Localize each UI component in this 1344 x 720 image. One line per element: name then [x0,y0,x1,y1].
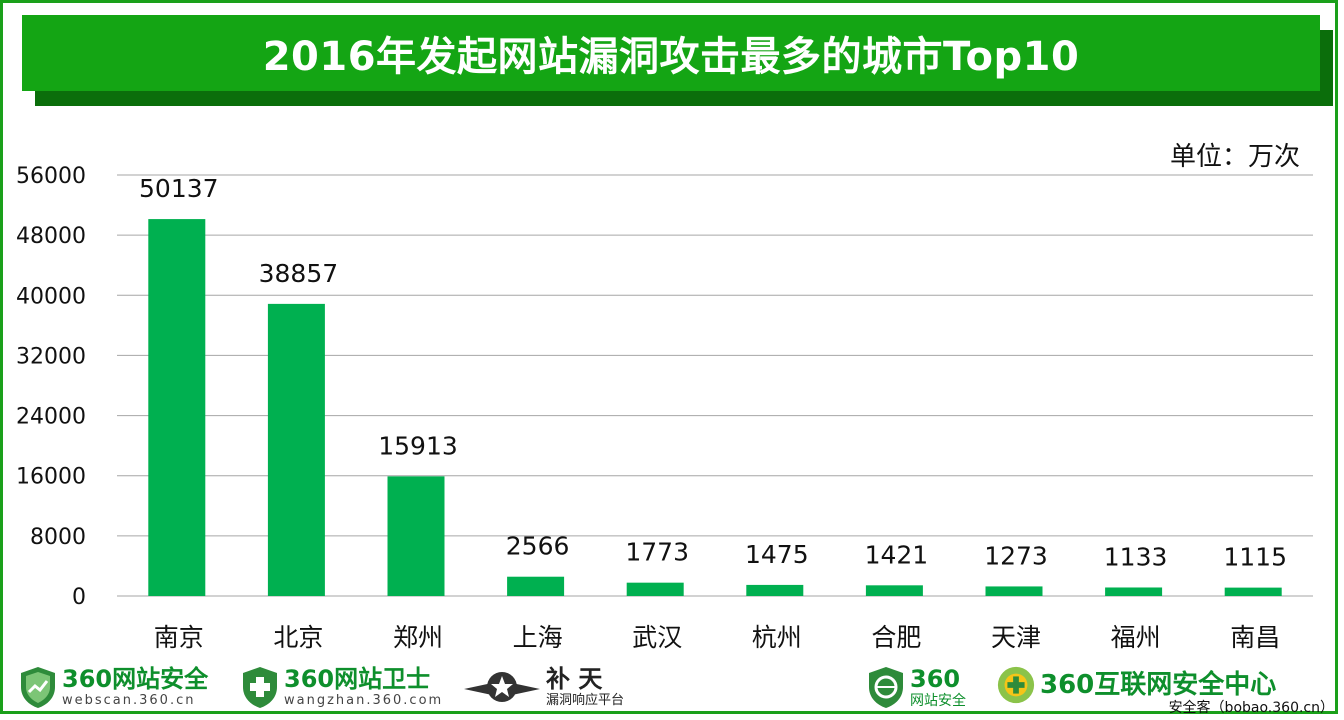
bar [985,586,1043,596]
x-tick-label: 福州 [1111,623,1161,652]
bar [507,576,565,596]
chart-title: 2016年发起网站漏洞攻击最多的城市Top10 [262,34,1080,80]
logo-360-internet-security-center: 360互联网安全中心 [996,664,1276,706]
x-tick-label: 杭州 [752,623,802,652]
y-tick-label: 8000 [30,525,86,550]
logo-360-webscan: 360网站安全 webscan.360.cn [18,666,208,708]
x-tick-label: 郑州 [393,623,443,652]
bar [626,582,684,596]
footer-logos: 360网站安全 webscan.360.cn 360网站卫士 wangzhan.… [0,660,1344,720]
y-tick-label: 56000 [16,164,86,189]
star-wings-icon [462,666,542,708]
data-label: 2566 [506,532,570,561]
shield-plus-icon [240,666,280,708]
bar [746,584,804,596]
x-axis: 南京 北京 郑州 上海 武汉 杭州 合肥 天津 福州 南昌 [154,623,1280,652]
unit-label: 单位：万次 [1169,142,1300,172]
x-tick-label: 南昌 [1230,623,1280,652]
data-label: 1115 [1223,543,1287,572]
shield-chart-icon [18,666,58,708]
data-label: 1273 [984,541,1048,570]
data-label: 1773 [625,538,689,567]
logo-360-wangzhan: 360网站卫士 wangzhan.360.com [240,666,443,708]
data-label: 1421 [865,540,929,569]
shield-globe-icon [866,666,906,708]
logo-sub: webscan.360.cn [62,693,196,708]
y-tick-label: 48000 [16,224,86,249]
logo-name: 360互联网安全中心 [1040,670,1277,700]
bar [387,476,445,596]
data-label: 15913 [378,431,458,460]
bar [1105,587,1163,596]
bar [1224,587,1282,596]
bar [148,219,206,596]
x-tick-label: 南京 [154,623,204,652]
bar-chart: 0 8000 16000 24000 32000 40000 48000 56000 5013… [16,164,1313,652]
data-label: 1475 [745,540,809,569]
x-tick-label: 武汉 [632,623,682,652]
logo-name: 360 [910,664,961,693]
y-tick-label: 40000 [16,284,86,309]
title-banner: 2016年发起网站漏洞攻击最多的城市Top10 [22,15,1320,91]
logo-sub: 网站安全 [910,692,966,709]
logo-name: 360网站卫士 [284,665,431,693]
y-axis: 0 8000 16000 24000 32000 40000 48000 56000 [16,164,86,610]
data-label: 50137 [139,174,219,203]
y-tick-label: 16000 [16,465,86,490]
x-tick-label: 合肥 [871,623,921,652]
x-tick-label: 北京 [273,623,323,652]
bar [267,303,325,596]
logo-sub: wangzhan.360.com [284,693,444,708]
logo-butian: 补 天 漏洞响应平台 [462,666,624,708]
bars [148,219,1282,596]
data-label: 38857 [259,259,339,288]
source-url: 安全客（bobao.360.cn） [1168,700,1334,716]
logo-sub: 漏洞响应平台 [546,693,625,708]
plus-circle-icon [996,664,1036,706]
x-tick-label: 上海 [513,623,563,652]
bar [865,585,923,596]
data-labels: 50137 38857 15913 2566 1773 1475 1421 1273 1133 1… [139,174,1287,572]
y-tick-label: 0 [72,585,86,610]
logo-name: 补 天 [546,665,603,693]
logo-360-site-security: 360 网站安全 [866,666,966,708]
x-tick-label: 天津 [991,623,1041,652]
logo-name: 360网站安全 [62,665,209,693]
y-tick-label: 32000 [16,344,86,369]
data-label: 1133 [1104,542,1168,571]
y-tick-label: 24000 [16,405,86,430]
